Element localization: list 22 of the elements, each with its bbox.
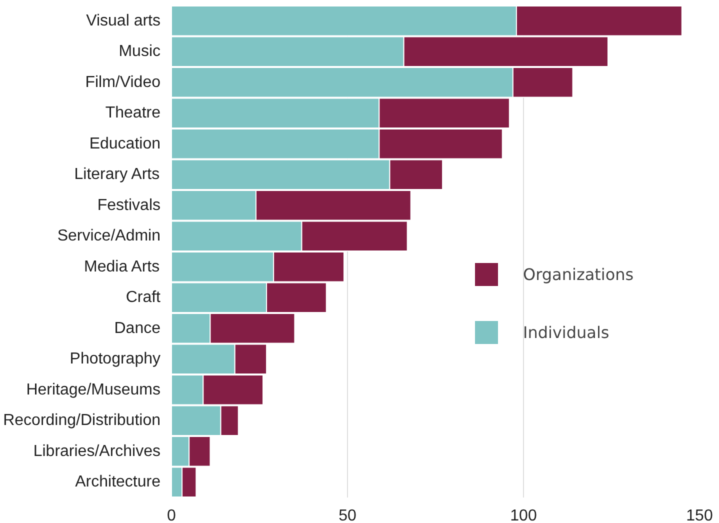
- y-tick-label: Service/Admin: [57, 228, 161, 245]
- x-tick-label: 50: [338, 508, 356, 523]
- x-tick-label: 100: [510, 508, 537, 523]
- legend-label: Individuals: [523, 322, 610, 342]
- y-tick-label: Education: [89, 135, 161, 152]
- x-tick-label: 0: [167, 508, 176, 523]
- x-tick-label: 150: [686, 508, 713, 523]
- y-tick-label: Architecture: [75, 474, 161, 491]
- y-tick-label: Photography: [70, 350, 160, 368]
- y-tick-label: Visual arts: [86, 12, 160, 30]
- legend-label: Organizations: [523, 264, 634, 284]
- y-tick-label: Festivals: [97, 196, 160, 214]
- y-tick-label: Libraries/Archives: [33, 442, 160, 460]
- y-tick-label: Heritage/Museums: [26, 381, 161, 398]
- y-tick-label: Dance: [114, 320, 161, 337]
- y-tick-label: Recording/Distribution: [3, 412, 160, 430]
- y-tick-label: Craft: [126, 289, 162, 306]
- y-tick-label: Literary Arts: [74, 166, 160, 184]
- y-tick-label: Music: [118, 43, 160, 60]
- y-tick-label: Film/Video: [85, 74, 161, 91]
- y-tick-label: Theatre: [105, 104, 161, 122]
- y-tick-label: Media Arts: [84, 258, 160, 276]
